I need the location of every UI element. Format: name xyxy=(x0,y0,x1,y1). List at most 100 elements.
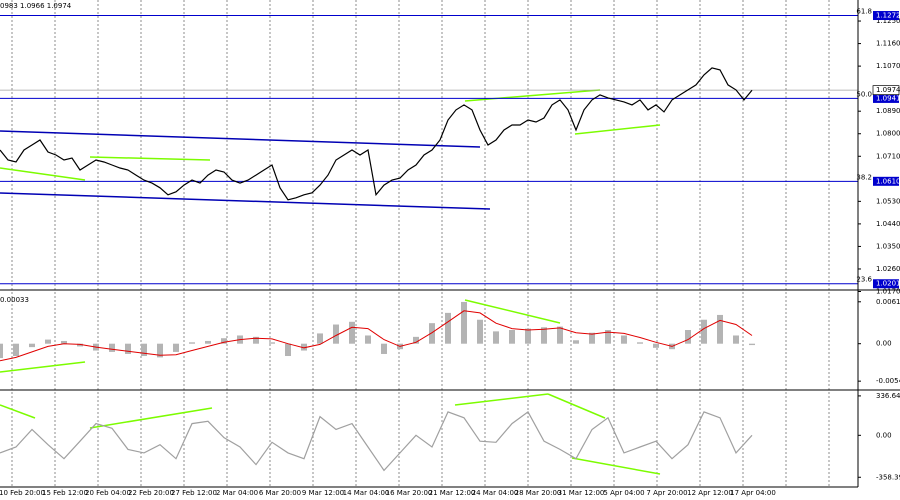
x-tick-label: 15 Feb 12:00 xyxy=(42,489,88,497)
x-tick-label: 12 Apr 12:00 xyxy=(687,489,733,497)
macd-bar xyxy=(461,301,467,344)
x-tick-label: 6 Mar 20:00 xyxy=(259,489,301,497)
macd-bar xyxy=(493,331,499,344)
macd-bar xyxy=(189,342,195,344)
macd-bar xyxy=(285,343,291,357)
macd-bar xyxy=(141,343,147,357)
x-tick-label: 28 Mar 20:00 xyxy=(515,489,562,497)
current-price-label: 1.0974 xyxy=(876,86,900,94)
macd-bar xyxy=(589,332,595,344)
fib-price-label: 1.1272 xyxy=(876,12,900,20)
macd-bar xyxy=(253,336,259,344)
y-tick-label: -0.00547 xyxy=(876,377,900,385)
y-tick-label: 336.644 xyxy=(876,392,900,400)
divergence-line xyxy=(89,407,213,429)
macd-bar xyxy=(333,324,339,344)
macd-label: 0.00033 xyxy=(0,296,29,304)
y-tick-label: 1.0890 xyxy=(876,107,900,115)
x-tick-label: 5 Apr 04:00 xyxy=(603,489,644,497)
fib-price-box xyxy=(873,279,899,289)
fib-name: 61.8 xyxy=(856,8,872,16)
y-tick-label: 0.00612 xyxy=(876,298,900,306)
y-tick-label: 1.1250 xyxy=(876,17,900,25)
y-tick-label: 0.00 xyxy=(876,431,892,439)
y-tick-label: 1.0530 xyxy=(876,197,900,205)
x-tick-label: 31 Mar 12:00 xyxy=(558,489,605,497)
divergence-line xyxy=(454,393,549,406)
macd-bar xyxy=(109,343,115,352)
divergence-line xyxy=(0,404,36,419)
x-tick-label: 7 Apr 20:00 xyxy=(646,489,687,497)
divergence-line xyxy=(0,167,86,181)
macd-bar xyxy=(541,327,547,344)
x-tick-label: 2 Mar 04:00 xyxy=(216,489,258,497)
macd-bar xyxy=(733,335,739,344)
macd-bar xyxy=(317,333,323,344)
macd-bar xyxy=(349,321,355,344)
macd-bar xyxy=(381,343,387,354)
fib-price-label: 1.0201 xyxy=(876,280,900,288)
channel-upper xyxy=(0,130,481,148)
macd-bar xyxy=(477,319,483,344)
divergence-line xyxy=(464,299,561,324)
macd-bar xyxy=(77,343,83,347)
x-tick-label: 24 Mar 04:00 xyxy=(472,489,519,497)
current-price-box xyxy=(872,85,900,96)
macd-signal xyxy=(0,310,753,362)
fib-price-box xyxy=(873,11,899,21)
macd-bar xyxy=(557,326,563,344)
divergence-line xyxy=(547,393,606,419)
trend-lines xyxy=(0,89,661,475)
macd-bar xyxy=(29,343,35,348)
macd-bar xyxy=(429,323,435,344)
y-tick-label: 1.0350 xyxy=(876,242,900,250)
y-tick-label: 1.0440 xyxy=(876,220,900,228)
macd-bar xyxy=(221,338,227,344)
y-tick-label: -358.398 xyxy=(876,473,900,481)
macd-bar xyxy=(509,330,515,344)
y-tick-label: 1.0170 xyxy=(876,288,900,296)
macd-bar xyxy=(445,312,451,344)
macd-bar xyxy=(301,343,307,351)
fib-price-label: 1.0941 xyxy=(876,94,900,102)
y-tick-label: 1.0710 xyxy=(876,152,900,160)
macd-bar xyxy=(269,342,275,344)
macd-bar xyxy=(173,343,179,352)
cci-line xyxy=(0,411,753,472)
fib-name: 38.2 xyxy=(856,173,872,181)
x-tick-label: 21 Mar 12:00 xyxy=(429,489,476,497)
x-tick-label: 22 Feb 20:00 xyxy=(128,489,174,497)
macd-bar xyxy=(717,314,723,344)
macd-bar xyxy=(525,328,531,344)
divergence-line xyxy=(0,361,86,373)
divergence-line xyxy=(571,457,661,475)
x-tick-label: 20 Feb 04:00 xyxy=(85,489,131,497)
macd-bar xyxy=(157,343,163,358)
header: 0983 1.0966 1.0974 xyxy=(0,2,72,10)
macd-bar xyxy=(13,343,19,357)
divergence-line xyxy=(89,156,211,161)
macd-bar xyxy=(61,340,67,344)
period-separators xyxy=(11,0,830,487)
macd-bar xyxy=(637,342,643,344)
x-tick-label: 10 Feb 20:00 xyxy=(0,489,45,497)
frame xyxy=(0,0,900,488)
macd-bar xyxy=(0,343,3,359)
fib-price-box xyxy=(873,176,899,186)
macd-bar xyxy=(685,330,691,344)
macd-bar xyxy=(365,335,371,344)
y-tick-label: 1.0800 xyxy=(876,130,900,138)
macd-bar xyxy=(621,335,627,344)
price-line xyxy=(0,67,753,201)
macd-bar xyxy=(573,340,579,344)
macd-bar xyxy=(701,319,707,344)
fib-price-label: 1.0610 xyxy=(876,177,900,185)
macd-bar xyxy=(605,330,611,344)
macd-bar xyxy=(125,343,131,354)
x-tick-label: 9 Mar 12:00 xyxy=(302,489,344,497)
y-tick-label: 0.00 xyxy=(876,340,892,348)
y-tick-label: 1.1160 xyxy=(876,40,900,48)
